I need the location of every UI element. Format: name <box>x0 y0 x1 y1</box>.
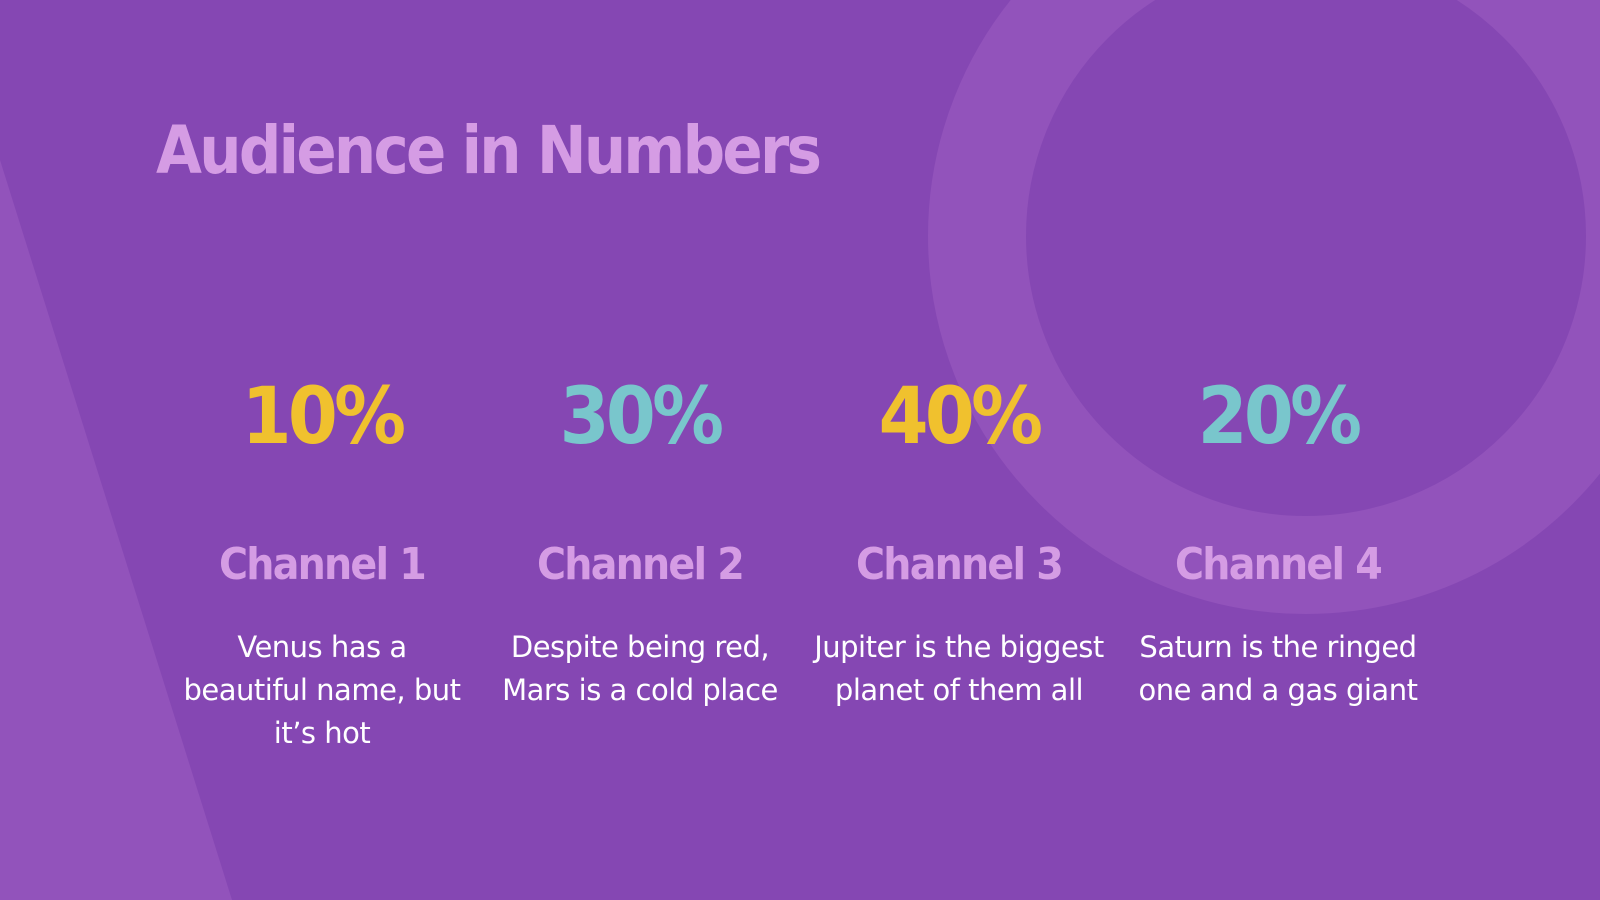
stat-channel-3: 40% <box>809 372 1109 462</box>
stat-value: 40% <box>878 372 1043 462</box>
stat-channel-2: 30% <box>490 372 790 462</box>
stat-label: Channel 3 <box>856 539 1064 590</box>
stat-description: Venus has a beautiful name, but it’s hot <box>183 630 461 750</box>
stat-description: Jupiter is the biggest planet of them al… <box>814 630 1104 707</box>
stat-channel-1: 10% <box>172 372 472 462</box>
stat-label: Channel 2 <box>537 539 745 590</box>
stat-label: Channel 1 <box>219 539 427 590</box>
stat-description: Saturn is the ringed one and a gas giant <box>1138 630 1418 707</box>
stat-value: 20% <box>1197 372 1362 462</box>
stat-description: Despite being red, Mars is a cold place <box>502 630 778 707</box>
stat-value: 30% <box>559 372 724 462</box>
stat-value: 10% <box>241 372 406 462</box>
stat-label: Channel 4 <box>1175 539 1383 590</box>
slide-title: Audience in Numbers <box>156 112 822 189</box>
stat-channel-4: 20% <box>1128 372 1428 462</box>
